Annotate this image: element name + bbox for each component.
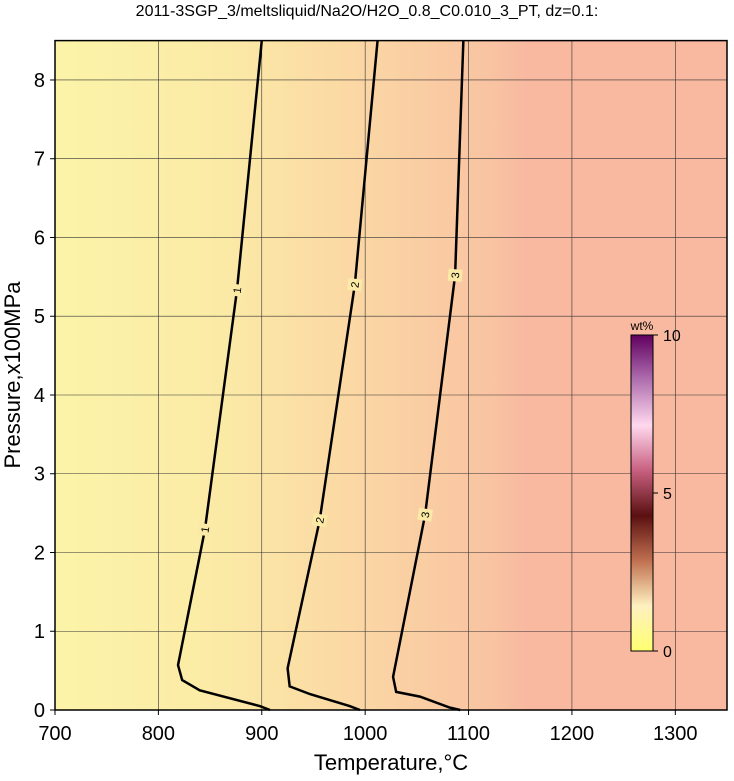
y-tick-label: 4 bbox=[34, 385, 45, 407]
y-tick-label: 0 bbox=[34, 700, 45, 722]
y-tick-label: 1 bbox=[34, 621, 45, 643]
chart-title: 2011-3SGP_3/meltsliquid/Na2O/H2O_0.8_C0.… bbox=[136, 3, 599, 20]
x-tick-label: 1000 bbox=[343, 723, 388, 745]
colorbar-tick-label: 5 bbox=[663, 486, 672, 503]
contour-line bbox=[286, 40, 379, 712]
contour-label: 3 bbox=[420, 511, 433, 519]
plot-frame bbox=[54, 39, 728, 711]
contour-label-bg bbox=[311, 513, 328, 528]
contour-label: 2 bbox=[349, 281, 362, 289]
contour-label-group: 2 bbox=[311, 513, 328, 528]
colorbar-tick-label: 0 bbox=[663, 644, 672, 661]
contour-label: 1 bbox=[232, 287, 245, 294]
x-axis-label: Temperature,°C bbox=[314, 750, 468, 775]
x-tick-label: 900 bbox=[245, 723, 278, 745]
contour-line bbox=[176, 40, 271, 712]
y-tick-label: 8 bbox=[34, 70, 45, 92]
contour-label-bg bbox=[197, 522, 213, 537]
plot-background bbox=[55, 40, 727, 711]
colorbar-tick-label: 10 bbox=[663, 328, 681, 345]
y-tick-label: 2 bbox=[34, 542, 45, 564]
y-tick-label: 6 bbox=[34, 227, 45, 249]
x-tick-label: 800 bbox=[142, 723, 175, 745]
y-axis-label: Pressure,x100MPa bbox=[0, 281, 25, 469]
y-tick-label: 7 bbox=[34, 149, 45, 171]
colorbar-label: wt% bbox=[630, 319, 654, 333]
colorbar bbox=[630, 334, 654, 652]
contour-label: 3 bbox=[450, 272, 462, 279]
contour-label-group: 1 bbox=[197, 522, 213, 537]
contour-label-group: 1 bbox=[229, 283, 245, 298]
contour-label-group: 2 bbox=[347, 277, 363, 292]
contour-label-group: 3 bbox=[417, 507, 433, 522]
contour-label-bg bbox=[347, 277, 363, 292]
contour-line bbox=[391, 40, 465, 712]
y-tick-label: 3 bbox=[34, 464, 45, 486]
contour-label: 1 bbox=[199, 526, 212, 534]
contour-label-bg bbox=[447, 268, 463, 282]
y-tick-label: 5 bbox=[34, 306, 45, 328]
x-tick-label: 1100 bbox=[447, 723, 490, 745]
contour-label-bg bbox=[229, 283, 245, 298]
x-tick-label: 1300 bbox=[653, 723, 698, 745]
contour-label: 2 bbox=[314, 516, 327, 524]
contour-label-bg bbox=[417, 507, 433, 522]
x-tick-label: 1200 bbox=[550, 723, 595, 745]
x-tick-label: 700 bbox=[38, 723, 71, 745]
contour-label-group: 3 bbox=[447, 268, 463, 282]
